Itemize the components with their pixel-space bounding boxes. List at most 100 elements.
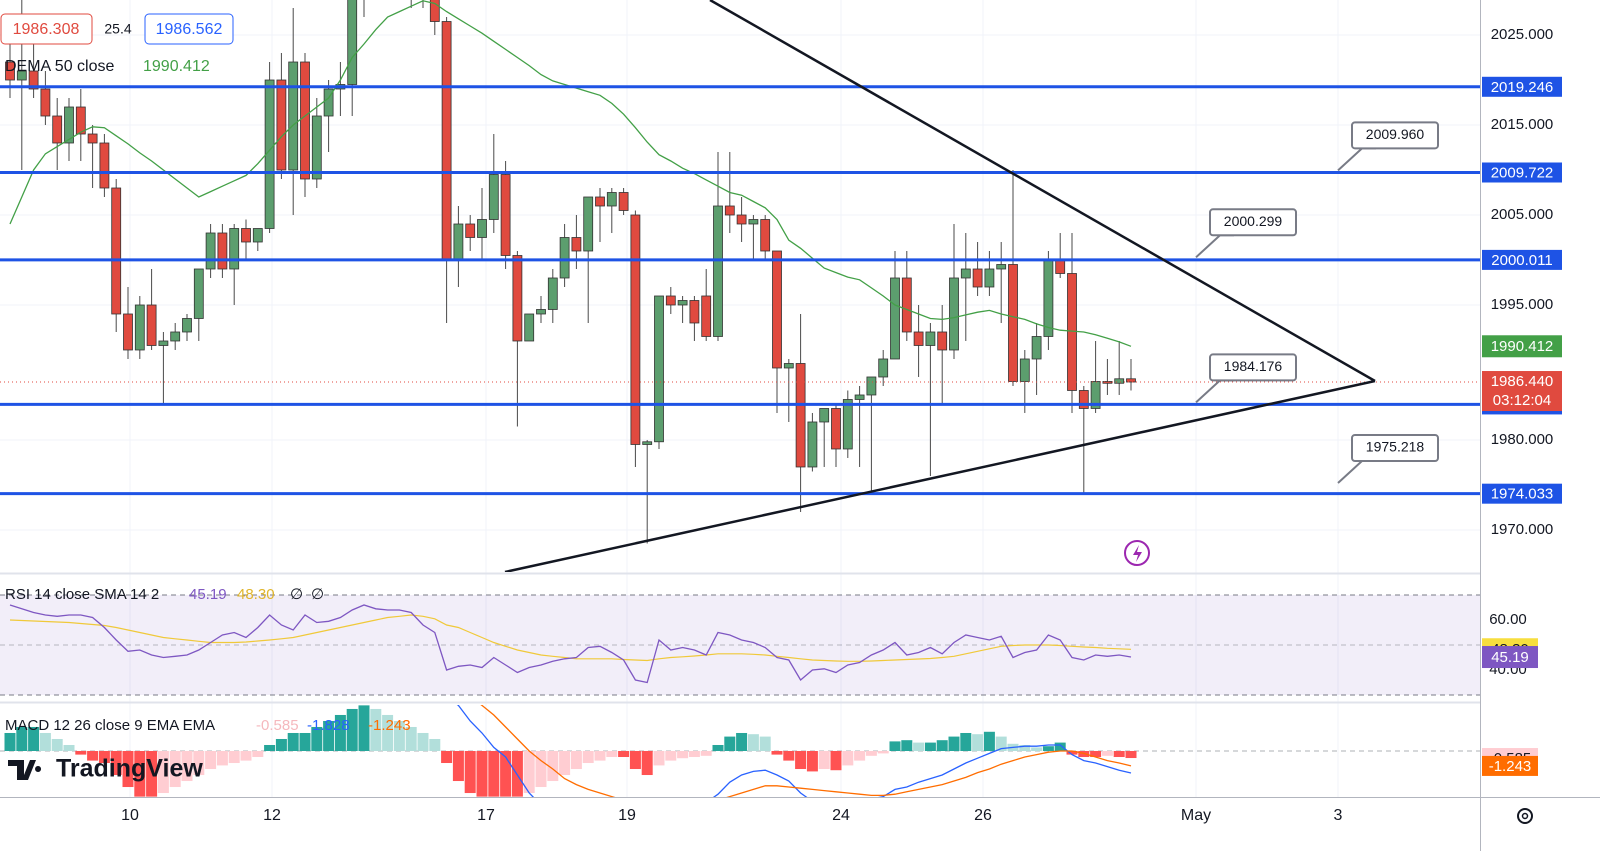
candle-body bbox=[1078, 390, 1089, 409]
macd-histogram-bar bbox=[264, 744, 276, 751]
macd-histogram-bar bbox=[488, 751, 500, 797]
candle-body bbox=[40, 88, 51, 117]
macd-line bbox=[456, 705, 1132, 797]
macd-histogram-bar bbox=[358, 705, 370, 751]
candle-body bbox=[323, 88, 334, 117]
callout-box bbox=[1209, 353, 1297, 382]
date-label: 19 bbox=[618, 807, 636, 824]
macd-histogram-bar bbox=[1054, 742, 1066, 751]
candle-body bbox=[1019, 358, 1030, 382]
date-label: 24 bbox=[832, 807, 850, 824]
candle-body bbox=[736, 214, 747, 225]
candle-body bbox=[819, 408, 830, 423]
macd-histogram-bar bbox=[806, 751, 818, 772]
candle-body bbox=[488, 174, 499, 220]
candle-body bbox=[288, 61, 299, 171]
macd-histogram-bar bbox=[936, 740, 948, 751]
macd-histogram-bar bbox=[641, 751, 653, 776]
rsi-value: 45.19 bbox=[189, 586, 227, 603]
date-label: 17 bbox=[477, 807, 495, 824]
macd-histogram-bar bbox=[594, 751, 606, 761]
macd-histogram-bar bbox=[1042, 746, 1054, 751]
macd-label-box bbox=[1482, 755, 1538, 776]
candle-body bbox=[972, 268, 983, 288]
price-tick-label: 2015.000 bbox=[1491, 116, 1554, 133]
macd-histogram-bar bbox=[441, 751, 453, 764]
macd-histogram-bar bbox=[500, 751, 512, 797]
macd-axis-label: -1.243 bbox=[1489, 758, 1532, 775]
candle-body bbox=[937, 331, 948, 351]
date-label: May bbox=[1181, 807, 1211, 824]
macd-histogram-bar bbox=[228, 751, 240, 764]
candle-body bbox=[878, 358, 889, 378]
candle-body bbox=[500, 174, 511, 256]
macd-title: MACD 12 26 close 9 EMA EMA bbox=[5, 717, 215, 734]
bid-box[interactable] bbox=[0, 13, 93, 45]
candle-body bbox=[1126, 378, 1136, 383]
macd-histogram-bar bbox=[535, 751, 547, 788]
dema-label-box bbox=[1482, 335, 1562, 358]
candle-body bbox=[783, 363, 794, 369]
callout-box bbox=[1351, 121, 1439, 150]
candle-body bbox=[606, 192, 617, 207]
macd-histogram-bar bbox=[382, 714, 394, 751]
rsi-title: RSI 14 close SMA 14 2 bbox=[5, 586, 159, 603]
candle-body bbox=[276, 79, 287, 171]
dema-value: 1990.412 bbox=[143, 58, 210, 75]
macd-histogram-bar bbox=[700, 751, 712, 756]
macd-histogram-bar bbox=[1066, 751, 1078, 755]
candle-body bbox=[547, 277, 558, 310]
macd-histogram-bar bbox=[4, 732, 16, 751]
candle-body bbox=[1090, 381, 1101, 409]
candle-body bbox=[842, 399, 853, 450]
rsi-tick-label: 60.00 bbox=[1489, 611, 1527, 628]
macd-histogram-bar bbox=[205, 751, 217, 770]
candle-body bbox=[1043, 259, 1054, 337]
macd-histogram-bar bbox=[913, 742, 925, 751]
candle-body bbox=[16, 70, 27, 81]
macd-histogram-bar bbox=[972, 734, 984, 751]
candle-body bbox=[949, 277, 959, 351]
lightning-icon[interactable] bbox=[1124, 540, 1150, 566]
candle-body bbox=[193, 268, 204, 319]
settings-gear[interactable] bbox=[1517, 808, 1533, 824]
macd-histogram-bar bbox=[606, 751, 618, 758]
macd-histogram-bar bbox=[63, 744, 75, 751]
macd-histogram-bar bbox=[122, 751, 134, 788]
macd-histogram-bar bbox=[677, 751, 689, 759]
candle-body bbox=[453, 223, 464, 261]
candle-body bbox=[217, 232, 228, 270]
rsi-line bbox=[9, 604, 1132, 684]
rsi-label-box bbox=[1482, 646, 1538, 669]
ask-box[interactable] bbox=[144, 13, 234, 45]
macd-histogram-bar bbox=[287, 732, 299, 751]
macd-histogram-bar bbox=[995, 736, 1007, 751]
macd-histogram-bar bbox=[323, 720, 335, 751]
candle-body bbox=[146, 304, 157, 346]
macd-histogram-bar bbox=[240, 751, 252, 761]
macd-histogram-bar bbox=[39, 732, 51, 751]
macd-histogram-bar bbox=[334, 714, 346, 751]
macd-histogram-bar bbox=[216, 751, 228, 766]
macd-histogram-bar bbox=[405, 726, 417, 751]
rsi-legend: RSI 14 close SMA 14 2 45.19 48.30 ∅ ∅ bbox=[5, 586, 324, 603]
price-tick-label: 2005.000 bbox=[1491, 206, 1554, 223]
macd-histogram-bar bbox=[759, 736, 771, 751]
candle-body bbox=[559, 237, 570, 279]
macd-histogram-bar bbox=[16, 726, 28, 751]
triangle-pattern bbox=[504, 0, 1376, 572]
macd-histogram-bar bbox=[393, 720, 405, 751]
candle-body bbox=[665, 295, 676, 306]
macd-histogram-bar bbox=[181, 751, 193, 782]
macd-histogram-bar bbox=[960, 732, 972, 751]
candle-body bbox=[1055, 259, 1066, 274]
macd-hist-value: -0.585 bbox=[256, 717, 299, 734]
candle-body bbox=[158, 340, 169, 346]
callout-label: 2009.960 bbox=[1366, 126, 1425, 142]
candle-body bbox=[748, 219, 759, 225]
candle-body bbox=[571, 237, 582, 252]
macd-histogram-bar bbox=[724, 736, 736, 751]
macd-histogram-bar bbox=[1101, 751, 1113, 756]
countdown: 03:12:04 bbox=[1493, 392, 1551, 409]
callout-label: 1984.176 bbox=[1224, 358, 1283, 374]
